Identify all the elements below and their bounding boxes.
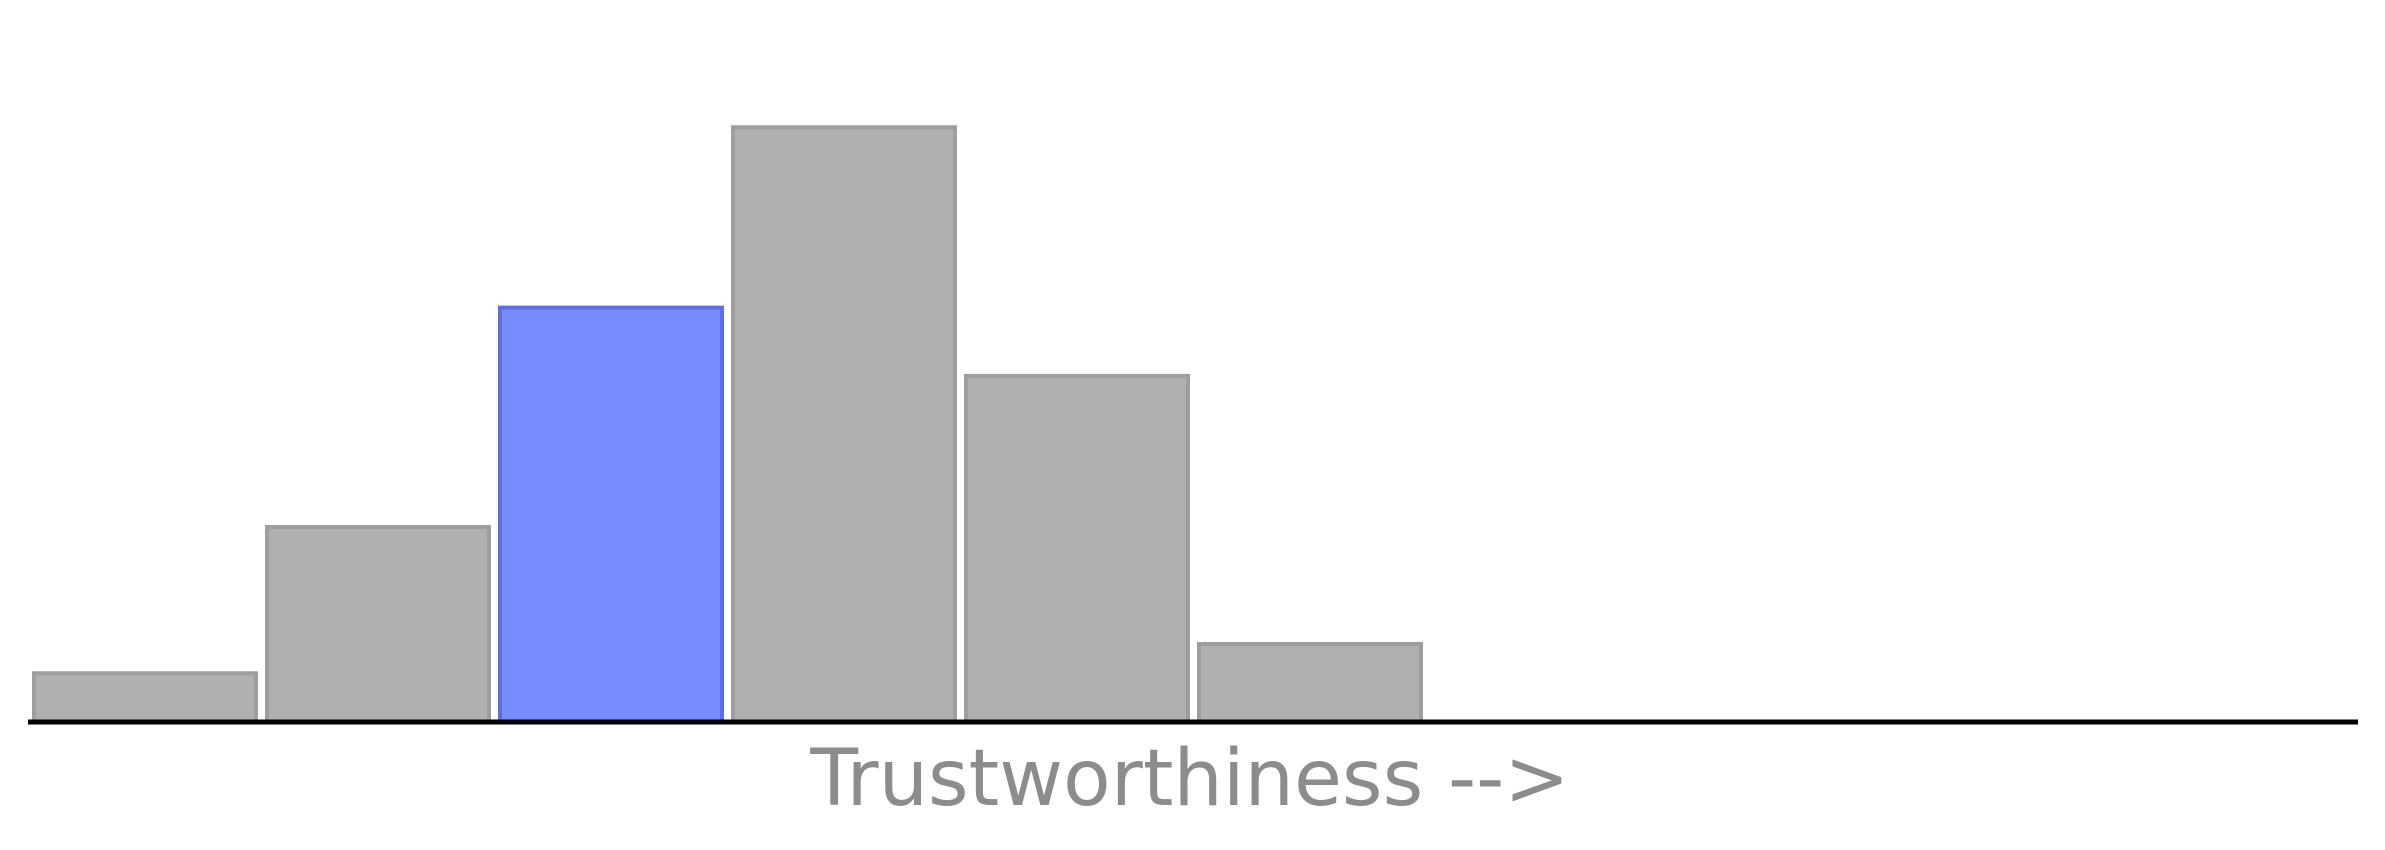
x-axis-label: Trustworthiness --> xyxy=(809,734,1569,824)
bar-2 xyxy=(265,525,491,724)
bar-1 xyxy=(32,671,258,724)
bar-5 xyxy=(964,373,1190,724)
bar-highlighted-3 xyxy=(498,305,724,724)
bar-6 xyxy=(1197,642,1423,724)
bars-layer xyxy=(32,125,1423,724)
bar-4 xyxy=(731,125,957,724)
